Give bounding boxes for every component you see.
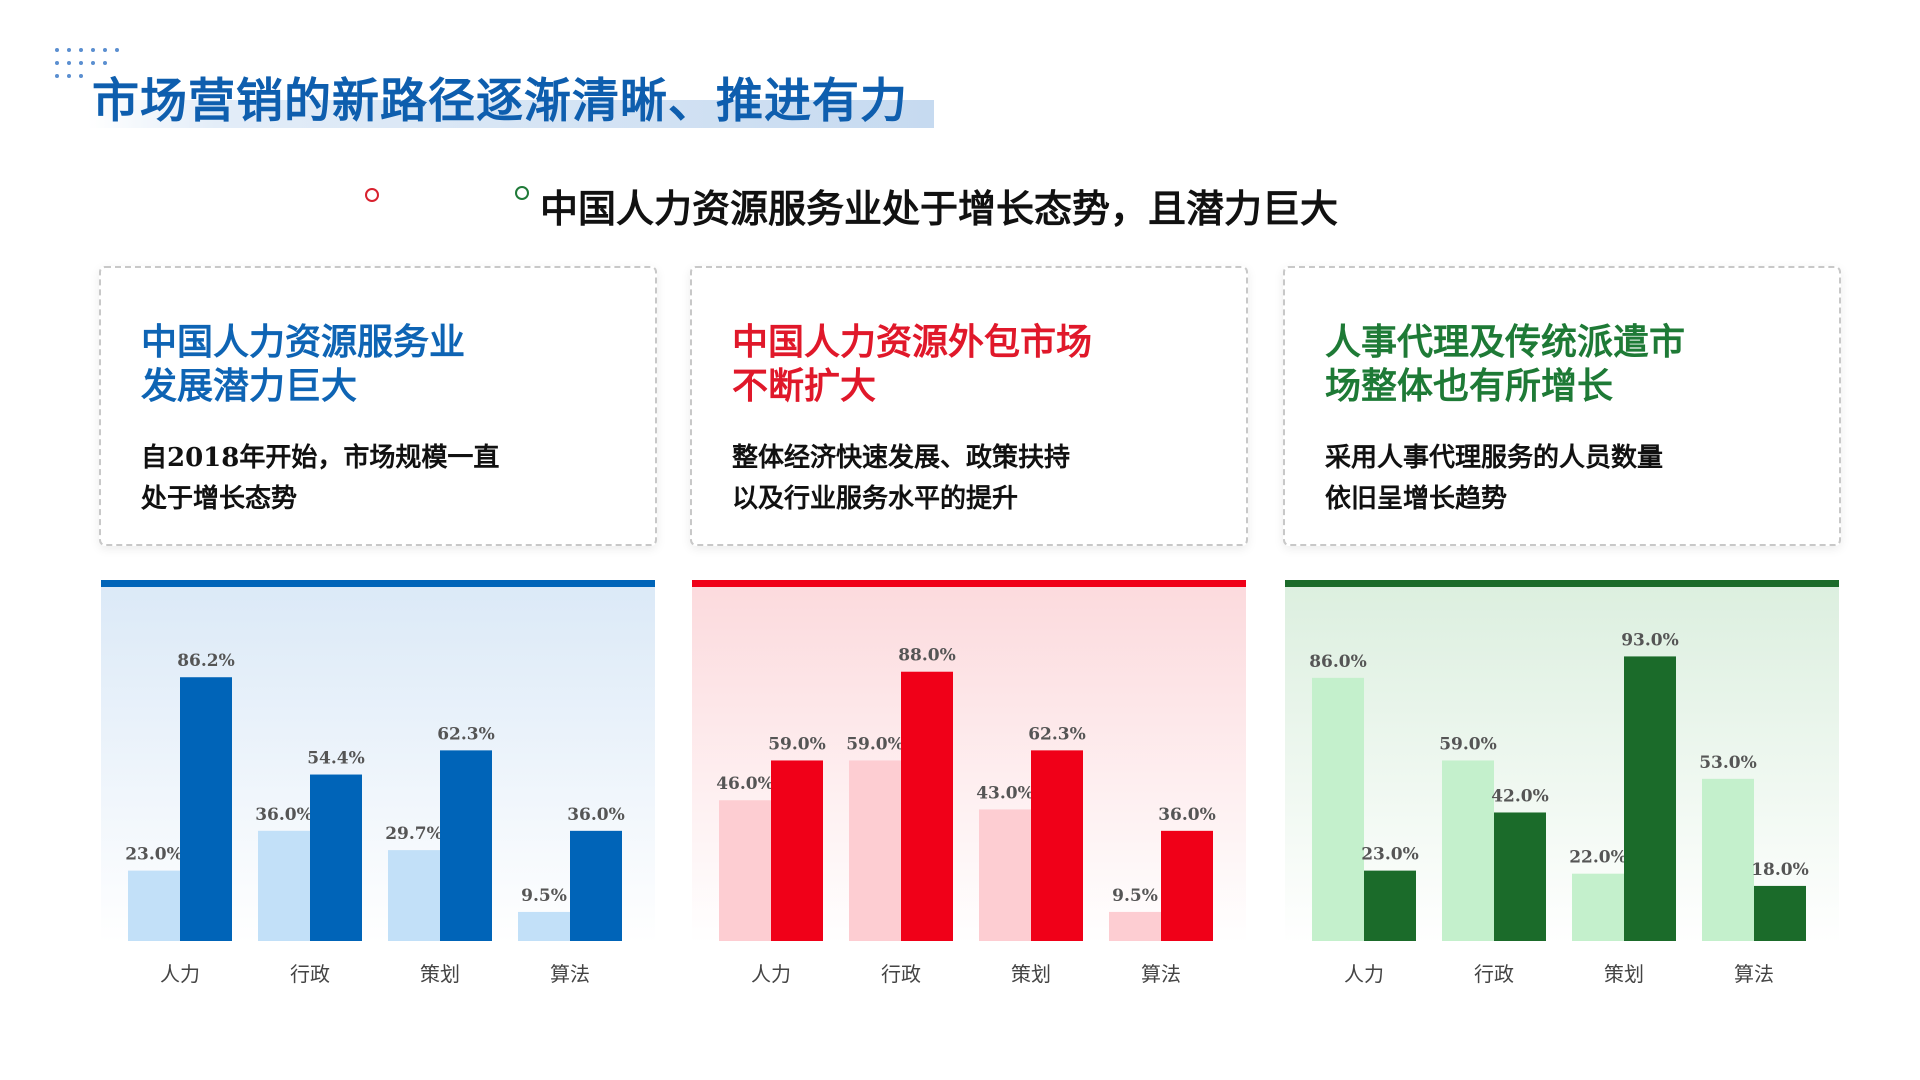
data-label: 59.0%: [1439, 734, 1497, 754]
bar-策划-series-2: [440, 750, 492, 941]
data-label: 88.0%: [898, 646, 956, 666]
card-heading-line: 发展潜力巨大: [141, 365, 358, 407]
bar-人力-series-2: [180, 677, 232, 941]
bar-人力-series-1: [128, 870, 180, 941]
data-label: 9.5%: [521, 886, 567, 906]
chart-top-bar: [1285, 580, 1839, 587]
data-label: 18.0%: [1751, 860, 1809, 880]
data-label: 42.0%: [1491, 786, 1549, 806]
category-label: 人力: [751, 962, 791, 986]
data-label: 46.0%: [716, 774, 774, 794]
bar-算法-series-1: [518, 911, 570, 941]
chart-top-bar: [692, 580, 1246, 587]
green-circle-icon: [515, 186, 529, 200]
bar-人力-series-1: [1312, 677, 1364, 941]
bar-策划-series-1: [979, 809, 1031, 941]
bar-算法-series-1: [1702, 778, 1754, 941]
info-card-red: 中国人力资源外包市场 不断扩大 整体经济快速发展、政策扶持 以及行业服务水平的提…: [690, 266, 1248, 546]
data-label: 93.0%: [1621, 630, 1679, 650]
bar-chart-blue: 23.0% 86.2% 人力 36.0% 54.4% 行政 29.7% 62.3% 策划 9.5%…: [99, 580, 657, 986]
card-body-line: 采用人事代理服务的人员数量: [1325, 443, 1664, 473]
data-label: 36.0%: [255, 805, 313, 825]
chart-canvas: 46.0% 59.0% 人力 59.0% 88.0% 行政 43.0% 62.3% 策划 9.5%…: [692, 584, 1246, 986]
category-label: 算法: [550, 962, 590, 986]
data-label: 54.4%: [307, 749, 365, 769]
card-heading-line: 人事代理及传统派遣市: [1325, 321, 1686, 363]
page-subtitle: 中国人力资源服务业处于增长态势，且潜力巨大: [540, 186, 1339, 231]
title-highlight-band: [88, 100, 934, 128]
bar-策划-series-1: [1572, 873, 1624, 941]
category-label: 行政: [881, 962, 921, 986]
card-body-line: 处于增长态势: [141, 484, 298, 514]
bar-算法-series-2: [570, 830, 622, 941]
red-circle-icon: [365, 188, 379, 202]
bar-行政-series-2: [901, 671, 953, 941]
card-heading-line: 场整体也有所增长: [1325, 365, 1614, 407]
data-label: 62.3%: [1028, 724, 1086, 744]
info-card-green: 人事代理及传统派遣市 场整体也有所增长 采用人事代理服务的人员数量 依旧呈增长趋…: [1283, 266, 1841, 546]
data-label: 36.0%: [567, 805, 625, 825]
card-heading-line: 中国人力资源外包市场: [732, 321, 1093, 363]
chart-canvas: 86.0% 23.0% 人力 59.0% 42.0% 行政 22.0% 93.0% 策划 53.0…: [1285, 584, 1839, 986]
card-body-line: 以及行业服务水平的提升: [732, 484, 1019, 514]
card-heading-line: 不断扩大: [732, 365, 877, 407]
card-body: 采用人事代理服务的人员数量 依旧呈增长趋势: [1325, 438, 1805, 520]
data-label: 36.0%: [1158, 805, 1216, 825]
data-label: 53.0%: [1699, 753, 1757, 773]
bar-行政-series-2: [1494, 812, 1546, 941]
category-label: 算法: [1141, 962, 1181, 986]
bar-人力-series-1: [719, 800, 771, 941]
bar-算法-series-2: [1161, 830, 1213, 941]
bar-人力-series-2: [771, 760, 823, 941]
category-label: 行政: [1474, 962, 1514, 986]
data-label: 59.0%: [846, 734, 904, 754]
bar-算法-series-1: [1109, 911, 1161, 941]
category-label: 行政: [290, 962, 330, 986]
card-body-line: 整体经济快速发展、政策扶持: [732, 443, 1071, 473]
data-label: 43.0%: [976, 783, 1034, 803]
data-label: 9.5%: [1112, 886, 1158, 906]
decorative-dots: [55, 48, 130, 88]
bar-人力-series-2: [1364, 870, 1416, 941]
bar-策划-series-1: [388, 850, 440, 941]
page-title: 市场营销的新路径逐渐清晰、推进有力: [92, 74, 908, 129]
data-label: 59.0%: [768, 734, 826, 754]
data-label: 22.0%: [1569, 848, 1627, 868]
card-heading: 中国人力资源服务业 发展潜力巨大: [141, 320, 621, 408]
bar-策划-series-2: [1031, 750, 1083, 941]
category-label: 人力: [1344, 962, 1384, 986]
bar-chart-green: 86.0% 23.0% 人力 59.0% 42.0% 行政 22.0% 93.0% 策划 53.0…: [1283, 580, 1841, 986]
data-label: 23.0%: [1361, 845, 1419, 865]
data-label: 86.0%: [1309, 652, 1367, 672]
bar-行政-series-1: [849, 760, 901, 941]
card-body-line: 依旧呈增长趋势: [1325, 484, 1508, 514]
data-label: 29.7%: [385, 824, 443, 844]
card-body: 整体经济快速发展、政策扶持 以及行业服务水平的提升: [732, 438, 1212, 520]
bar-行政-series-2: [310, 774, 362, 941]
category-label: 算法: [1734, 962, 1774, 986]
bar-行政-series-1: [258, 830, 310, 941]
bar-行政-series-1: [1442, 760, 1494, 941]
bar-chart-red: 46.0% 59.0% 人力 59.0% 88.0% 行政 43.0% 62.3% 策划 9.5%…: [690, 580, 1248, 986]
card-heading-line: 中国人力资源服务业: [141, 321, 466, 363]
bar-策划-series-2: [1624, 656, 1676, 941]
data-label: 62.3%: [437, 724, 495, 744]
category-label: 策划: [1011, 962, 1051, 986]
chart-canvas: 23.0% 86.2% 人力 36.0% 54.4% 行政 29.7% 62.3% 策划 9.5%…: [101, 584, 655, 986]
bar-算法-series-2: [1754, 885, 1806, 941]
category-label: 策划: [420, 962, 460, 986]
card-heading: 人事代理及传统派遣市 场整体也有所增长: [1325, 320, 1805, 408]
chart-top-bar: [101, 580, 655, 587]
card-heading: 中国人力资源外包市场 不断扩大: [732, 320, 1212, 408]
card-body-line: 自2018年开始，市场规模一直: [141, 443, 500, 473]
card-body: 自2018年开始，市场规模一直 处于增长态势: [141, 438, 621, 520]
category-label: 人力: [160, 962, 200, 986]
info-card-blue: 中国人力资源服务业 发展潜力巨大 自2018年开始，市场规模一直 处于增长态势: [99, 266, 657, 546]
data-label: 86.2%: [177, 651, 235, 671]
data-label: 23.0%: [125, 845, 183, 865]
category-label: 策划: [1604, 962, 1644, 986]
